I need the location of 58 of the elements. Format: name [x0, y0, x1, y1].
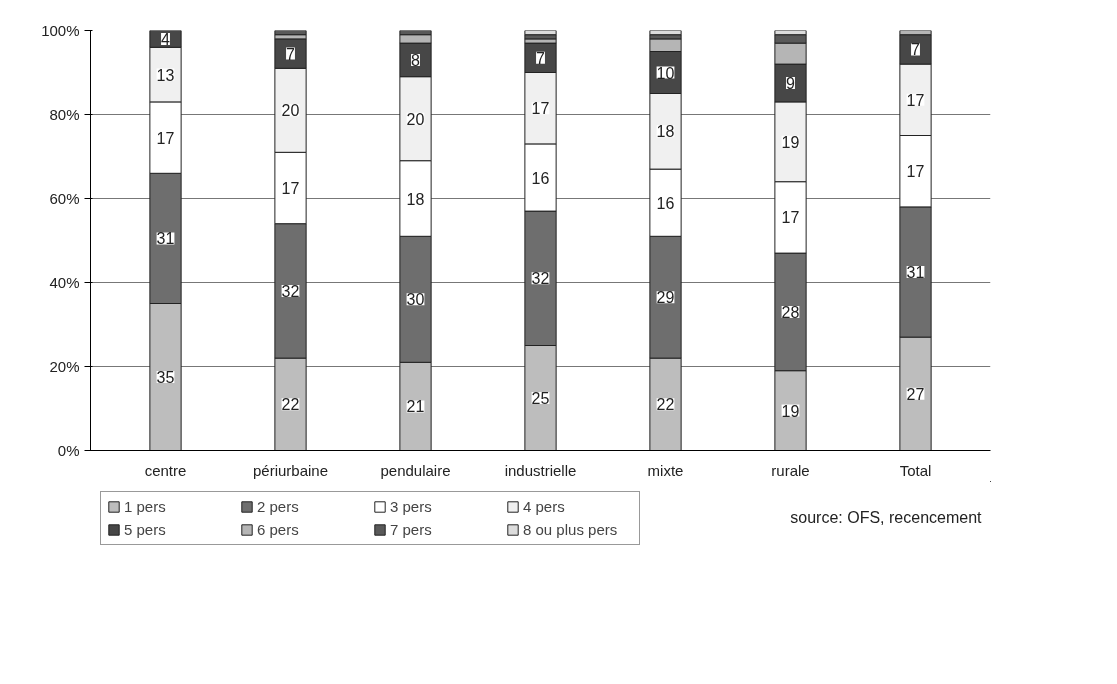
data-label: 20 — [281, 102, 300, 120]
data-label: 25 — [531, 390, 550, 407]
data-label: 29 — [656, 289, 675, 307]
data-label: 7 — [911, 41, 921, 59]
data-label: 31 — [906, 264, 925, 281]
data-label: 18 — [406, 190, 425, 208]
legend-label: 6 pers — [257, 521, 300, 538]
legend-label: 2 pers — [257, 498, 300, 515]
y-tick-label: 60% — [49, 190, 80, 207]
data-label: 30 — [406, 291, 425, 309]
data-label: 9 — [786, 75, 796, 92]
x-tick-label: rurale — [771, 461, 810, 479]
data-label: 17 — [906, 163, 925, 181]
data-label: 17 — [156, 129, 175, 147]
legend-label: 4 pers — [523, 498, 566, 515]
bar — [524, 34, 557, 40]
legend-label: 5 pers — [124, 521, 167, 538]
legend-label: 7 pers — [390, 521, 433, 538]
data-label: 19 — [781, 402, 800, 420]
data-label: 18 — [656, 123, 675, 141]
data-label: 13 — [156, 66, 175, 84]
data-label: 28 — [781, 303, 800, 321]
legend-label: 1 pers — [124, 498, 167, 515]
data-label: 19 — [781, 133, 800, 151]
data-label: 8 — [411, 51, 421, 69]
data-label: 22 — [656, 396, 675, 414]
x-tick-label: pendulaire — [380, 461, 451, 479]
y-tick-label: 20% — [49, 358, 80, 375]
legend-label: 8 ou plus pers — [523, 521, 619, 538]
x-tick-label: mixte — [647, 461, 684, 479]
data-label: 27 — [906, 385, 925, 403]
data-label: 35 — [156, 369, 175, 386]
x-tick-label: industrielle — [504, 461, 577, 479]
y-tick-label: 0% — [57, 442, 80, 459]
data-label: 32 — [281, 282, 300, 300]
data-label: 7 — [536, 49, 546, 67]
data-label: 20 — [406, 110, 425, 128]
data-label: 22 — [281, 396, 300, 414]
data-label: 21 — [406, 398, 425, 416]
data-label: 32 — [531, 270, 550, 288]
x-tick-label: périurbaine — [252, 461, 329, 479]
data-label: 16 — [656, 194, 675, 212]
y-tick-label: 80% — [49, 106, 80, 123]
data-label: 31 — [156, 230, 175, 248]
source-note: source: OFS, recencement — [790, 509, 983, 526]
data-label: 17 — [281, 180, 300, 197]
y-tick-label: 40% — [49, 274, 80, 291]
data-label: 4 — [161, 30, 171, 48]
y-tick-label: 100% — [41, 22, 80, 39]
data-label: 7 — [286, 45, 296, 63]
data-label: 17 — [531, 100, 550, 118]
data-label: 16 — [531, 169, 550, 187]
x-tick-label: centre — [144, 461, 187, 479]
x-tick-label: Total — [899, 461, 932, 479]
data-label: 17 — [781, 209, 800, 227]
data-label: 10 — [656, 64, 675, 82]
data-label: 17 — [906, 91, 925, 109]
legend-label: 3 pers — [390, 498, 433, 515]
